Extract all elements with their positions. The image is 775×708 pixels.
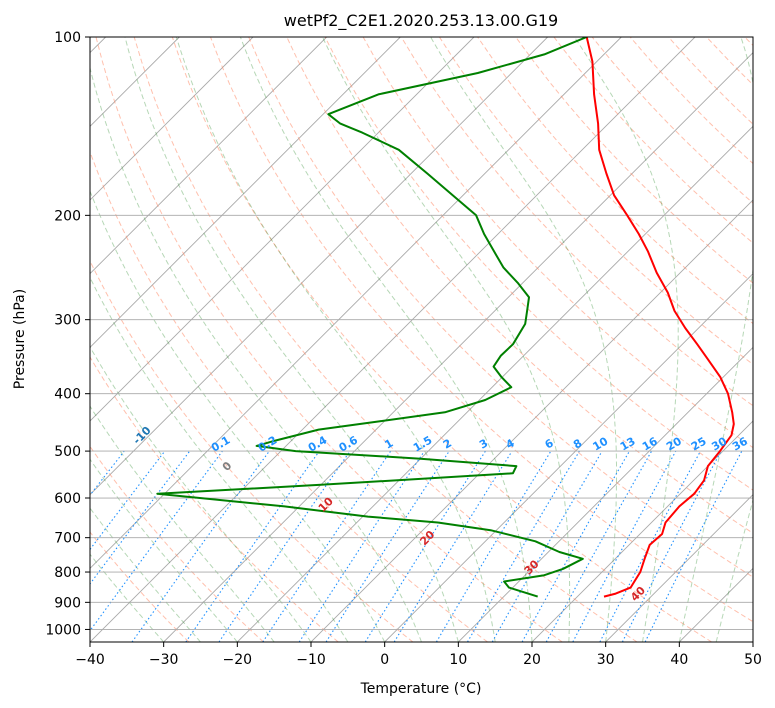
moist-adiabat-line	[715, 498, 753, 642]
mixing-ratio-line	[393, 450, 513, 642]
moist-adiabat-line	[90, 65, 422, 642]
mixing-ratio-line	[131, 450, 270, 642]
plot-frame	[89, 36, 754, 643]
moist-adiabat-line	[90, 189, 386, 642]
mixing-ratio-line	[90, 450, 223, 632]
x-axis-label: Temperature (°C)	[360, 681, 482, 697]
dry-adiabat-line	[133, 37, 638, 642]
isotherm-line	[90, 37, 327, 275]
mixing-ratio-line	[521, 450, 630, 642]
y-tick-label: 400	[54, 387, 81, 403]
dry-adiabat-line	[171, 37, 712, 642]
moist-adiabat-line	[239, 37, 533, 642]
isotherm-line	[458, 346, 753, 642]
isotherm-line	[90, 37, 696, 642]
dry-adiabat-line	[438, 37, 753, 366]
moist-adiabat-line	[90, 345, 312, 642]
moist-adiabat-line	[124, 37, 459, 642]
isotherm-line	[163, 52, 753, 642]
isotherm-line	[531, 420, 753, 642]
isotherm-line	[605, 494, 753, 642]
y-tick-label: 300	[54, 313, 81, 329]
x-tick-label: 50	[744, 652, 762, 668]
isotherm-lines	[90, 37, 753, 642]
mixing-ratio-line	[262, 450, 392, 642]
mixing-ratio-line	[185, 450, 320, 642]
x-tick-label: −10	[296, 652, 326, 668]
y-tick-label: 600	[54, 491, 81, 507]
mixing-ratio-line	[545, 450, 653, 642]
isotherm-line	[237, 125, 753, 642]
moist-adiabat-lines	[90, 37, 753, 642]
dry-adiabat-line	[400, 37, 753, 407]
moist-adiabat-line	[574, 37, 679, 642]
x-tick-label: 40	[670, 652, 688, 668]
mixing-ratio-line	[325, 450, 450, 642]
y-tick-label: 200	[54, 208, 81, 224]
mixing-ratio-line	[644, 450, 743, 642]
dry-adiabat-line	[90, 531, 190, 642]
sounding-profiles	[156, 37, 735, 598]
mixing-ratio-lines	[90, 450, 743, 642]
y-tick-label: 900	[54, 595, 81, 611]
mixing-ratio-line	[298, 450, 425, 642]
temperature-profile	[585, 37, 735, 598]
dry-adiabat-line	[90, 356, 339, 642]
moist-adiabat-line	[678, 37, 753, 642]
y-tick-label: 1000	[45, 622, 81, 638]
axes: −40 −30 −20 −10 0 10 20 30 40 50 100 200 300 400 500 60…	[45, 30, 762, 668]
isotherm-line	[90, 37, 254, 201]
x-tick-label: 30	[597, 652, 615, 668]
dry-adiabat-line	[324, 37, 753, 491]
y-tick-label: 800	[54, 565, 81, 581]
y-tick-label: 500	[54, 444, 81, 460]
moist-adiabat-line	[430, 37, 617, 642]
x-tick-label: −20	[223, 652, 253, 668]
moist-adiabat-line	[90, 458, 238, 642]
isotherm-line	[90, 37, 548, 496]
moist-adiabat-line	[90, 405, 275, 642]
mixing-ratio-line	[90, 450, 166, 551]
x-tick-label: 0	[380, 652, 389, 668]
moist-adiabat-line	[90, 276, 349, 642]
isotherm-line	[90, 37, 401, 348]
mixing-ratio-line	[218, 450, 351, 642]
dry-adiabat-line	[90, 150, 488, 642]
moist-adiabat-line	[322, 37, 571, 642]
y-tick-label: 700	[54, 531, 81, 547]
dry-adiabat-line	[95, 37, 563, 642]
dry-adiabat-line	[90, 445, 264, 642]
dry-adiabat-line	[210, 37, 753, 623]
y-tick-label: 100	[54, 30, 81, 46]
dry-adiabat-line	[515, 37, 753, 284]
x-tick-label: −30	[149, 652, 179, 668]
x-tick-label: 20	[523, 652, 541, 668]
dry-adiabat-line	[90, 259, 414, 642]
chart-title: wetPf2_C2E1.2020.253.13.00.G19	[284, 11, 558, 31]
mixing-ratio-line	[572, 450, 677, 642]
y-axis-label: Pressure (hPa)	[12, 289, 28, 389]
isotherm-line	[384, 273, 753, 642]
dewpoint-profile	[156, 37, 588, 598]
x-tick-label: 10	[449, 652, 467, 668]
dry-adiabat-line	[248, 37, 753, 578]
x-tick-label: −40	[75, 652, 105, 668]
moist-adiabat-line	[175, 37, 496, 642]
isotherm-line	[90, 37, 622, 569]
dry-adiabat-lines	[90, 37, 753, 642]
